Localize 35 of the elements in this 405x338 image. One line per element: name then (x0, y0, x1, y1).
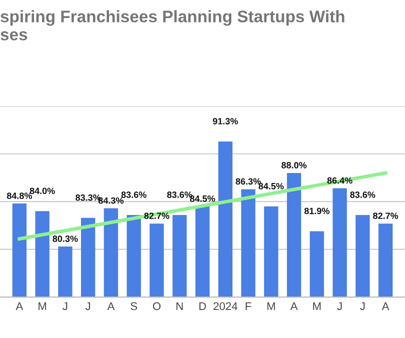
data-label: 84.3% (98, 197, 124, 204)
x-tick-label: M (313, 302, 321, 310)
x-tick-label: J (337, 302, 342, 310)
data-label: 84.5% (190, 195, 216, 202)
x-tick-label: A (290, 302, 298, 310)
x-tick-label: F (246, 302, 252, 310)
x-tick-label: A (16, 302, 24, 310)
chart-title: spiring Franchisees Planning Startups With ses (0, 10, 344, 40)
data-label: 91.3% (212, 118, 238, 124)
data-label: 86.4% (327, 177, 352, 184)
x-tick-label: J (85, 302, 90, 310)
data-label: 80.3% (52, 236, 78, 242)
data-label: 83.3% (76, 194, 101, 201)
x-tick-label: J (62, 302, 68, 310)
data-label: 81.9% (304, 208, 330, 214)
data-label: 82.7% (144, 212, 170, 220)
x-tick-label: J (360, 302, 365, 310)
x-tick-label: S (130, 302, 138, 310)
data-label: 84.5% (258, 182, 284, 190)
data-label: 83.6% (350, 192, 376, 198)
data-label: 83.6% (167, 192, 192, 198)
x-tick-label: A (382, 302, 390, 310)
data-label: 88.0% (282, 162, 307, 168)
x-tick-label: N (176, 302, 183, 310)
x-tick-label: O (152, 302, 161, 310)
data-label: 84.8% (6, 192, 32, 199)
x-tick-label: M (38, 302, 46, 310)
data-label: 82.7% (373, 212, 398, 220)
data-label: 84.0% (30, 188, 55, 194)
data-label: 86.3% (236, 178, 261, 185)
data-label: 83.6% (121, 192, 146, 198)
x-tick-label: 2024 (214, 302, 238, 310)
x-tick-label: M (267, 302, 275, 310)
x-tick-label: D (199, 302, 206, 310)
x-tick-label: A (107, 302, 115, 310)
